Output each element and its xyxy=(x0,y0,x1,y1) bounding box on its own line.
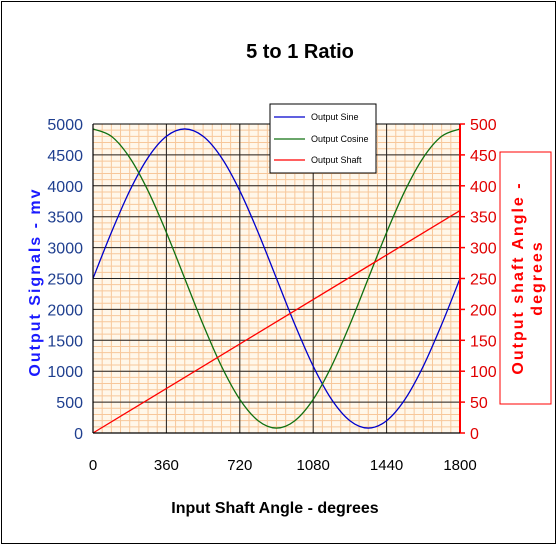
y-axis-right-label-line2: degrees xyxy=(529,240,546,315)
x-tick-label: 1080 xyxy=(297,457,330,474)
y-axis-left-label: Output Signals - mv xyxy=(27,187,44,376)
x-tick-label: 1800 xyxy=(443,457,476,474)
x-tick-label: 1440 xyxy=(370,457,403,474)
y-right-tick-label: 400 xyxy=(470,179,497,196)
x-tick-label: 360 xyxy=(154,457,179,474)
x-tick-label: 720 xyxy=(227,457,252,474)
y-left-tick-label: 3000 xyxy=(47,241,83,258)
y-left-tick-label: 5000 xyxy=(47,117,83,134)
tick-labels: 0 360 720 1080 1440 1800050010001500200025003… xyxy=(47,117,496,474)
series-layer xyxy=(92,128,461,434)
y-left-tick-label: 500 xyxy=(56,395,83,412)
legend-label-sine: Output Sine xyxy=(311,112,359,122)
y-right-tick-label: 50 xyxy=(470,395,488,412)
y-right-tick-label: 250 xyxy=(470,272,497,289)
y-left-tick-label: 1500 xyxy=(47,333,83,350)
y-right-tick-label: 100 xyxy=(470,364,497,381)
y-right-tick-label: 300 xyxy=(470,241,497,258)
y-right-tick-label: 150 xyxy=(470,333,497,350)
y-left-tick-label: 2000 xyxy=(47,302,83,319)
y-right-tick-label: 500 xyxy=(470,117,497,134)
series-line-output-sine xyxy=(92,128,461,429)
y-left-tick-label: 0 xyxy=(74,426,83,443)
legend-label-cosine: Output Cosine xyxy=(311,134,369,144)
y-right-tick-label: 350 xyxy=(470,210,497,227)
y-left-tick-label: 2500 xyxy=(47,272,83,289)
y-left-tick-label: 4000 xyxy=(47,179,83,196)
legend-label-shaft: Output Shaft xyxy=(311,155,362,165)
y-right-tick-label: 0 xyxy=(470,426,479,443)
x-axis-label: Input Shaft Angle - degrees xyxy=(171,500,379,517)
x-tick-label: 0 xyxy=(89,457,97,474)
y-left-tick-label: 1000 xyxy=(47,364,83,381)
series-line-output-shaft xyxy=(92,209,461,434)
y-left-tick-label: 4500 xyxy=(47,148,83,165)
y-right-tick-label: 200 xyxy=(470,302,497,319)
y-right-tick-label: 450 xyxy=(470,148,497,165)
chart-title: 5 to 1 Ratio xyxy=(246,41,354,63)
y-axis-right-label-box: Output shaft Angle - degrees xyxy=(499,151,552,405)
y-left-tick-label: 3500 xyxy=(47,210,83,227)
y-axis-right-label-border xyxy=(499,151,552,405)
legend: Output Sine Output Cosine Output Shaft xyxy=(269,103,377,174)
series-line-output-cosine xyxy=(92,128,461,429)
y-axis-right-label-line1: Output shaft Angle - xyxy=(510,181,527,374)
